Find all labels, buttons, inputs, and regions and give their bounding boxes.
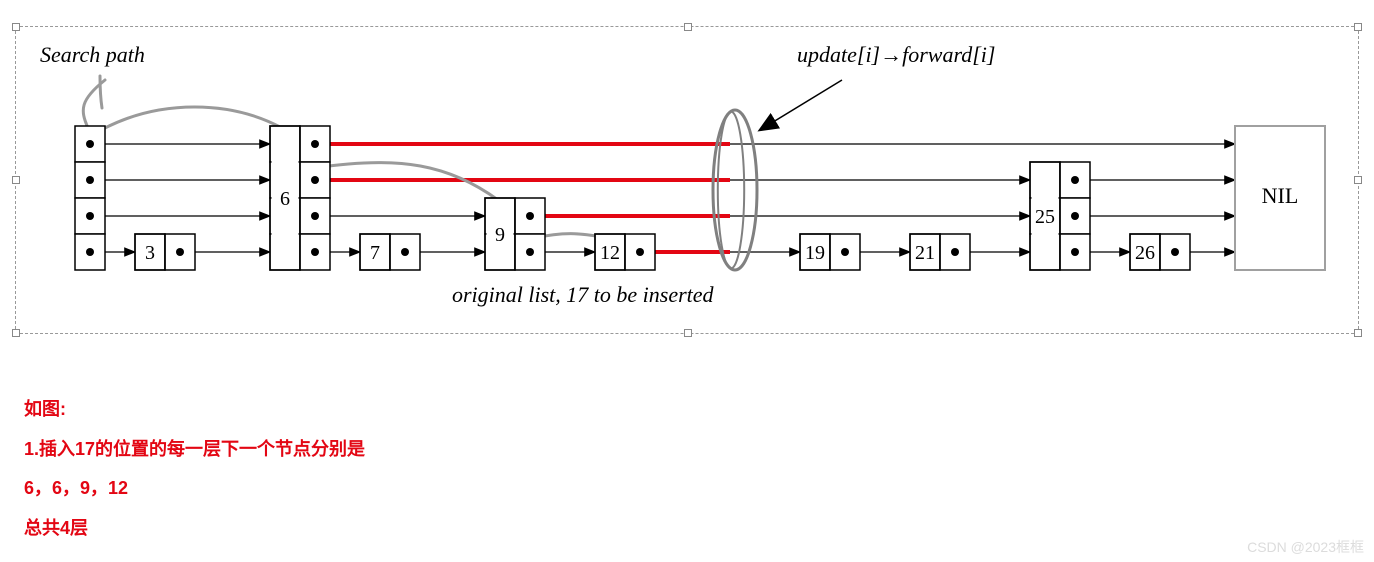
caption-line: 1.插入17的位置的每一层下一个节点分别是 xyxy=(24,430,365,470)
watermark: CSDN @2023框框 xyxy=(1247,537,1364,557)
caption-block: 如图:1.插入17的位置的每一层下一个节点分别是6，6，9，12总共4层 xyxy=(24,390,365,548)
selection-handle xyxy=(1354,329,1362,337)
selection-handle xyxy=(1354,176,1362,184)
caption-line: 如图: xyxy=(24,390,365,430)
selection-handle xyxy=(12,329,20,337)
caption-line: 总共4层 xyxy=(24,509,365,549)
selection-handle xyxy=(1354,23,1362,31)
selection-handle xyxy=(12,176,20,184)
diagram-selection-box xyxy=(15,26,1359,334)
selection-handle xyxy=(684,23,692,31)
selection-handle xyxy=(684,329,692,337)
selection-handle xyxy=(12,23,20,31)
caption-line: 6，6，9，12 xyxy=(24,469,365,509)
